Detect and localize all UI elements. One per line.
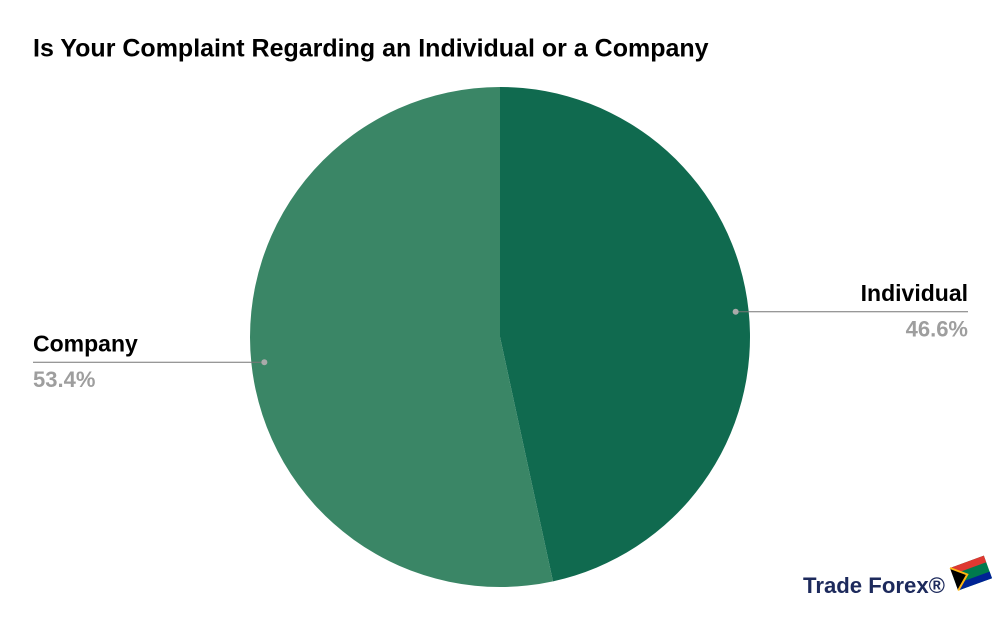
slice-label: Individual: [861, 280, 968, 306]
leader-dot: [261, 359, 268, 366]
leader-dot: [732, 308, 739, 315]
logo-flag: [949, 555, 993, 592]
logo: Trade Forex®: [803, 555, 993, 598]
logo-text: Trade Forex®: [803, 573, 945, 598]
pie-slice: [250, 87, 554, 587]
chart-title: Is Your Complaint Regarding an Individua…: [33, 35, 709, 63]
pie-slice: [500, 87, 751, 582]
slice-value-label: 46.6%: [906, 317, 968, 342]
slice-label: Company: [33, 330, 138, 356]
slice-value-label: 53.4%: [33, 367, 95, 392]
